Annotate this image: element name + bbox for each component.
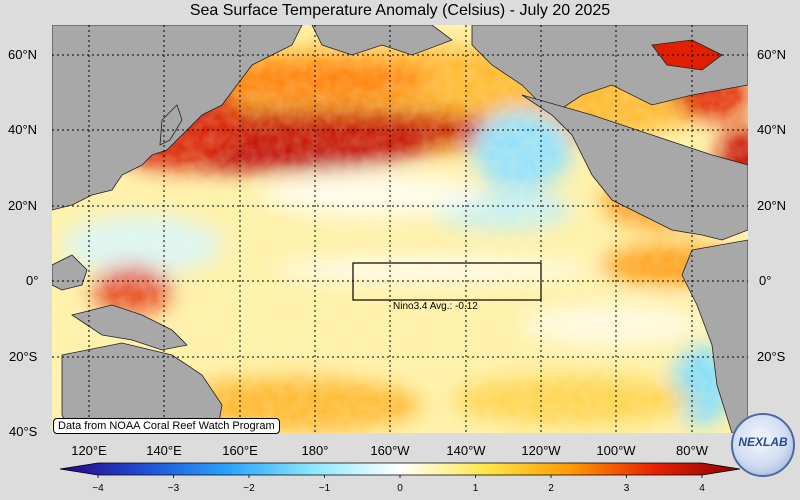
lat-label-eq-right: 0° — [759, 273, 772, 288]
north-america-west — [521, 94, 748, 241]
colorbar-tick-1: 1 — [472, 483, 479, 494]
lon-label-80w: 80°W — [676, 443, 708, 458]
lon-label-180: 180° — [301, 443, 329, 458]
nino34-box — [352, 262, 542, 301]
sst-anomaly-map[interactable] — [52, 25, 748, 433]
lat-label-20n-left: 20°N — [8, 198, 38, 213]
lon-label-100w: 100°W — [596, 443, 636, 458]
colorbar-tick-2: 2 — [548, 483, 554, 494]
colorbar — [59, 462, 741, 478]
logo-text: NEXLAB — [738, 435, 788, 449]
colorbar-tick-neg1: −1 — [318, 483, 331, 494]
colorbar-tick-neg2: −2 — [243, 483, 255, 494]
map-title: Sea Surface Temperature Anomaly (Celsius… — [189, 2, 611, 19]
bering-landmass — [311, 25, 453, 56]
nexlab-logo[interactable]: NEXLAB — [731, 413, 795, 477]
japan-landmass — [159, 104, 183, 146]
lat-label-40n-right: 40°N — [757, 122, 787, 137]
lon-label-120w: 120°W — [521, 443, 561, 458]
colorbar-tick-neg4: −4 — [92, 483, 104, 494]
data-credit: Data from NOAA Coral Reef Watch Program — [53, 418, 280, 434]
colorbar-tick-3: 3 — [623, 483, 630, 494]
colorbar-tick-neg3: −3 — [167, 483, 180, 494]
lon-label-140w: 140°W — [446, 443, 486, 458]
new-guinea-landmass — [71, 304, 188, 351]
colorbar-tick-4: 4 — [699, 483, 705, 494]
colorbar-tick-marks — [97, 475, 703, 478]
lat-label-40s-left: 40°S — [9, 424, 38, 439]
lat-label-40n-left: 40°N — [8, 122, 38, 137]
lon-label-120e: 120°E — [71, 443, 107, 458]
lat-label-60n-right: 60°N — [757, 47, 787, 62]
lon-label-140e: 140°E — [146, 443, 182, 458]
lat-label-20n-right: 20°N — [757, 198, 787, 213]
nino34-average-label: Nino3.4 Avg.: -0.12 — [393, 301, 478, 312]
colorbar-gradient — [59, 462, 741, 476]
lat-label-eq-left: 0° — [26, 273, 39, 288]
colorbar-tick-0: 0 — [397, 483, 403, 494]
lat-label-20s-left: 20°S — [9, 349, 38, 364]
graticule — [52, 25, 748, 433]
map-canvas — [52, 25, 748, 433]
lon-label-160e: 160°E — [222, 443, 258, 458]
lon-label-160w: 160°W — [370, 443, 410, 458]
lat-label-60n-left: 60°N — [8, 47, 38, 62]
lat-label-20s-right: 20°S — [757, 349, 786, 364]
south-america-landmass — [681, 239, 748, 433]
